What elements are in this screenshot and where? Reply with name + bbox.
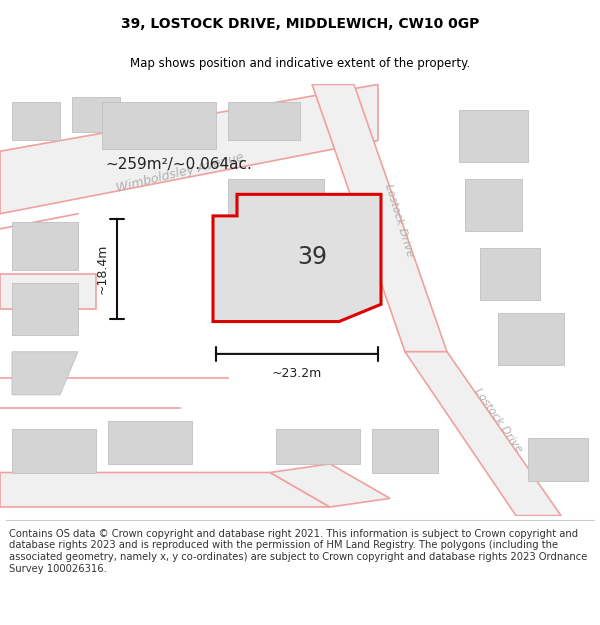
Text: Contains OS data © Crown copyright and database right 2021. This information is : Contains OS data © Crown copyright and d…	[9, 529, 587, 574]
Polygon shape	[498, 313, 564, 364]
Polygon shape	[372, 429, 438, 472]
Polygon shape	[102, 102, 216, 149]
Polygon shape	[12, 352, 78, 395]
Text: ~18.4m: ~18.4m	[95, 244, 109, 294]
Polygon shape	[276, 429, 360, 464]
Text: Map shows position and indicative extent of the property.: Map shows position and indicative extent…	[130, 57, 470, 70]
Polygon shape	[228, 102, 300, 141]
Polygon shape	[405, 352, 561, 516]
Text: ~259m²/~0.064ac.: ~259m²/~0.064ac.	[105, 157, 252, 172]
Polygon shape	[108, 421, 192, 464]
Text: Lostock Drive: Lostock Drive	[472, 387, 524, 455]
Polygon shape	[480, 248, 540, 300]
Polygon shape	[0, 84, 378, 214]
Polygon shape	[0, 274, 96, 309]
Polygon shape	[465, 179, 522, 231]
Polygon shape	[228, 179, 324, 248]
Polygon shape	[12, 429, 96, 472]
Polygon shape	[459, 110, 528, 162]
Polygon shape	[0, 472, 330, 507]
Text: ~23.2m: ~23.2m	[272, 367, 322, 380]
Polygon shape	[312, 84, 447, 352]
Polygon shape	[72, 98, 120, 132]
Polygon shape	[270, 464, 390, 507]
Text: Wimboldsley Avenue: Wimboldsley Avenue	[115, 151, 245, 195]
Polygon shape	[213, 194, 381, 321]
Polygon shape	[12, 102, 60, 141]
Text: 39, LOSTOCK DRIVE, MIDDLEWICH, CW10 0GP: 39, LOSTOCK DRIVE, MIDDLEWICH, CW10 0GP	[121, 17, 479, 31]
Text: Lostock Drive: Lostock Drive	[383, 182, 415, 258]
Polygon shape	[12, 282, 78, 334]
Polygon shape	[12, 222, 78, 270]
Text: 39: 39	[297, 245, 327, 269]
Polygon shape	[528, 438, 588, 481]
